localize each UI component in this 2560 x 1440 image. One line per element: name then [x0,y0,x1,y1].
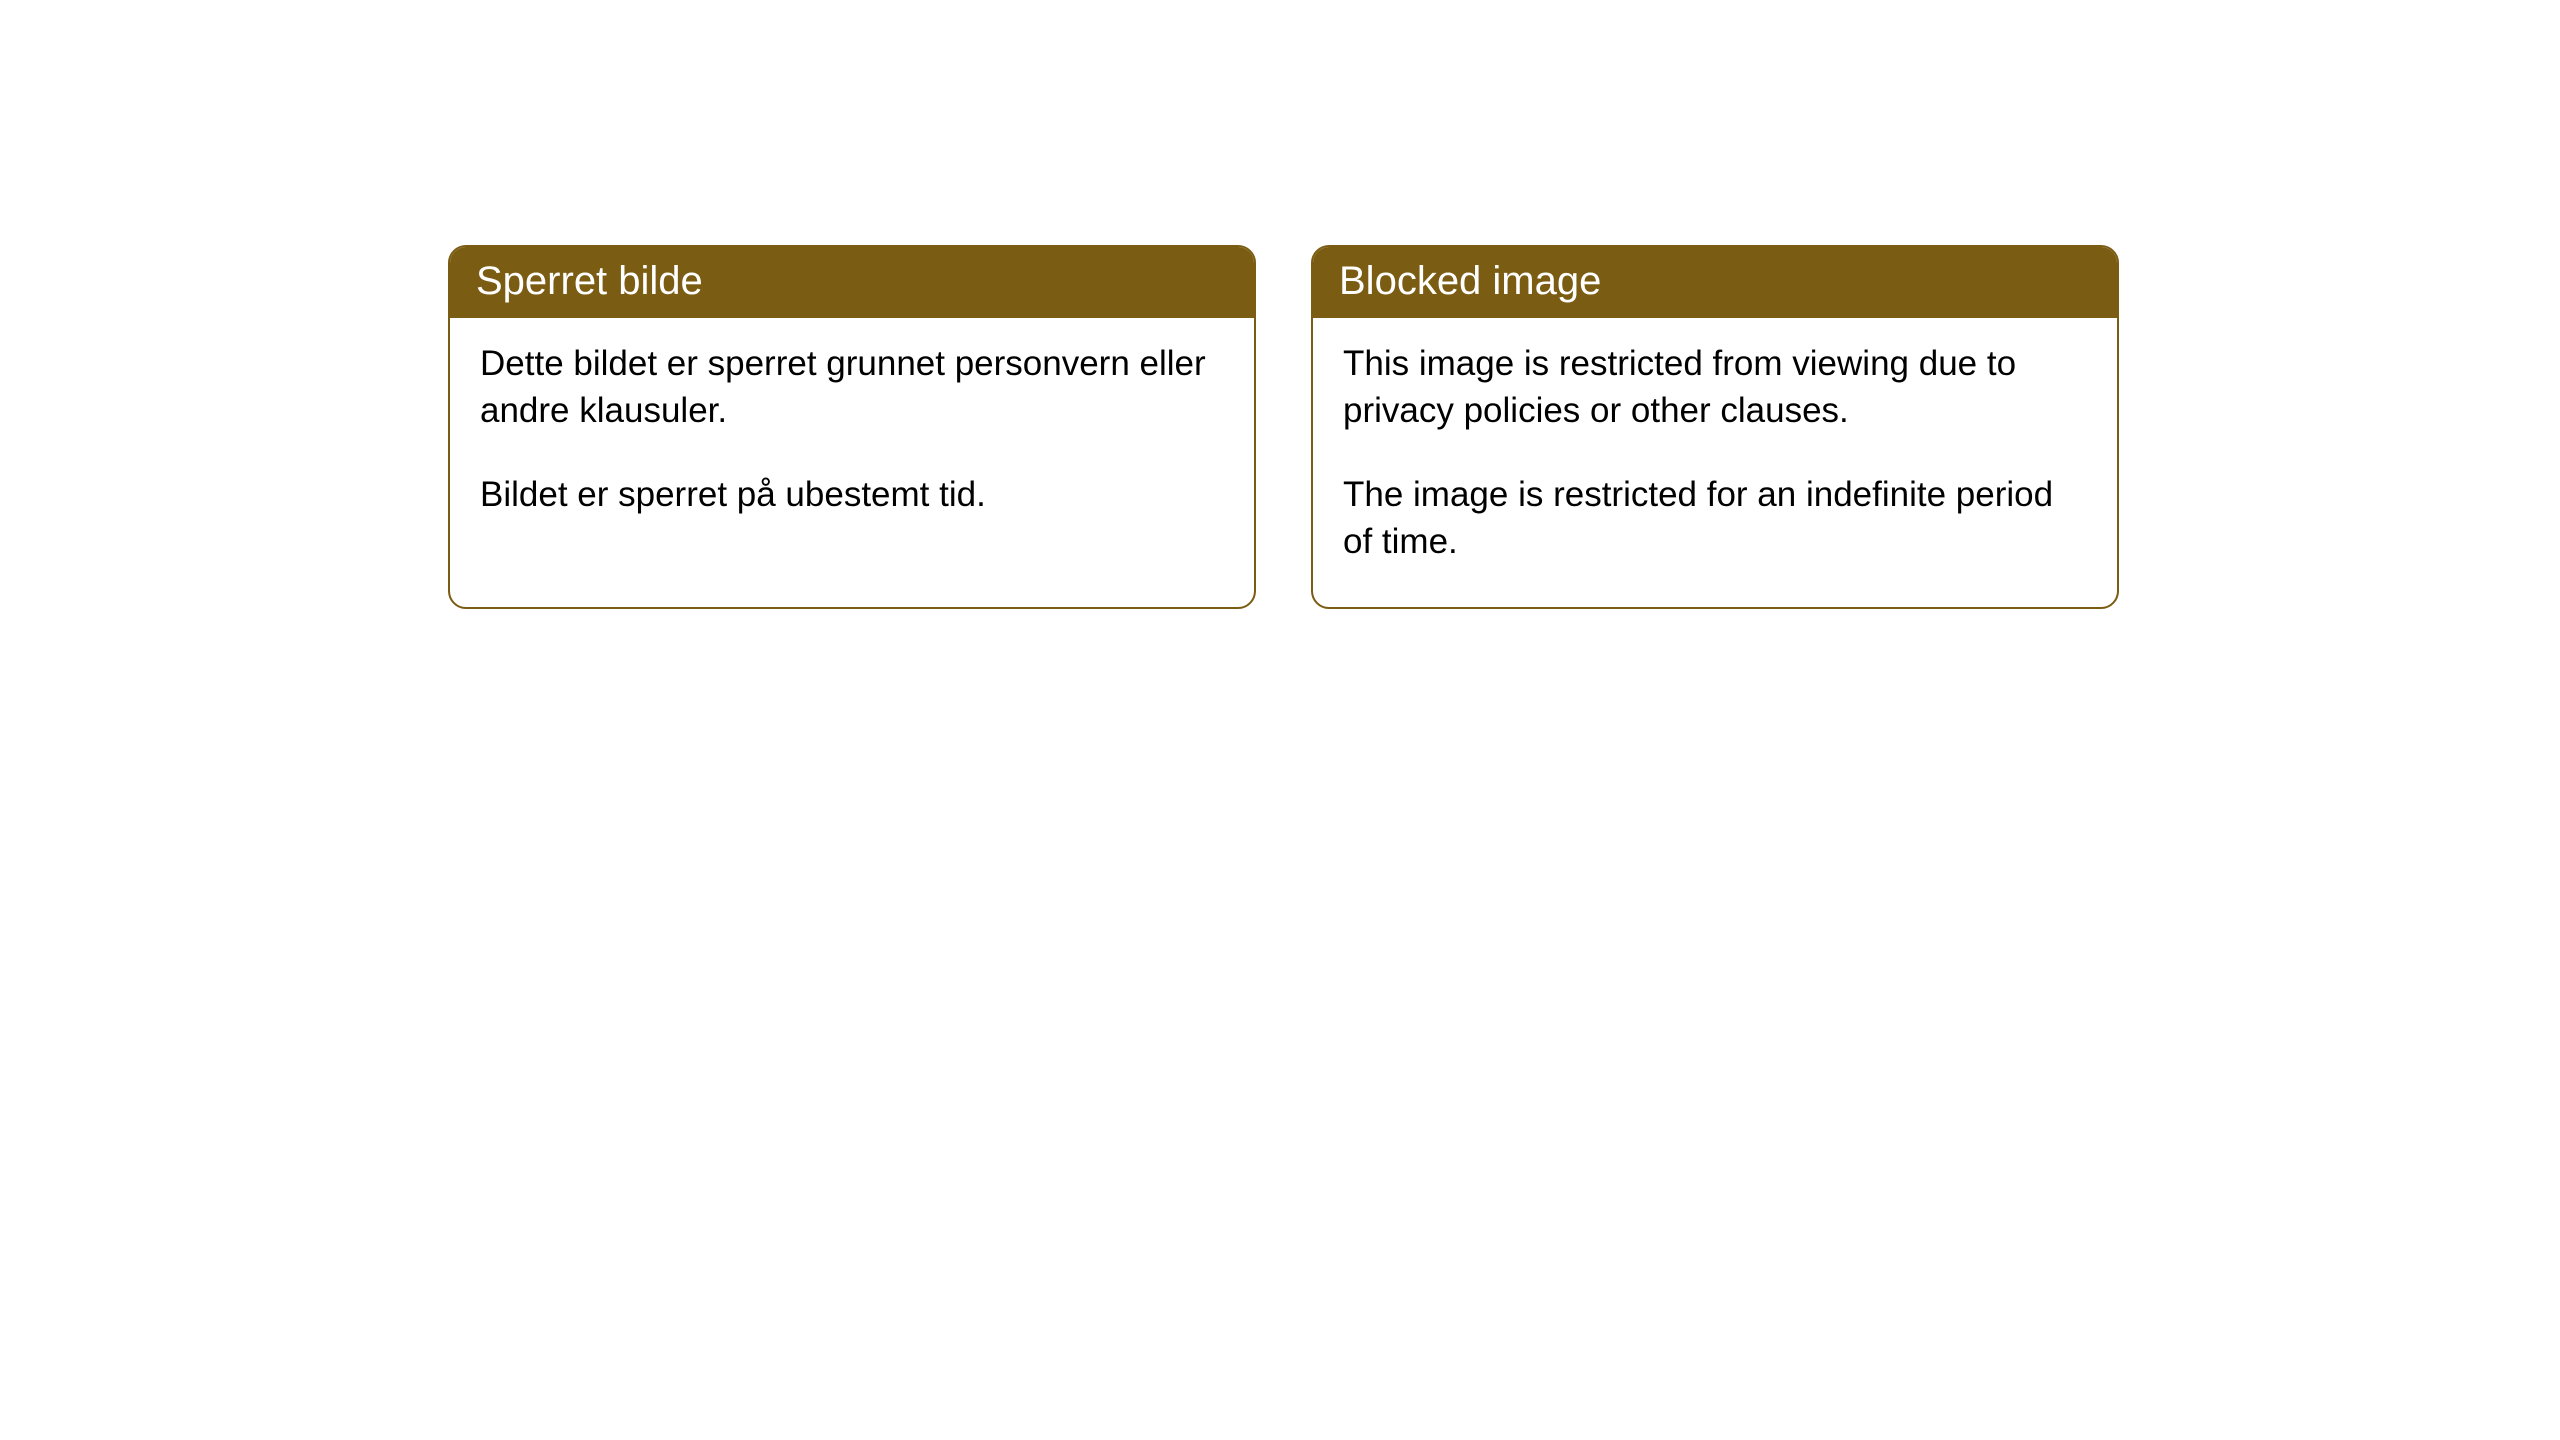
card-paragraph: This image is restricted from viewing du… [1343,340,2087,435]
card-header: Sperret bilde [450,247,1254,318]
card-title: Blocked image [1339,259,1601,303]
card-body: This image is restricted from viewing du… [1313,318,2117,607]
card-paragraph: Bildet er sperret på ubestemt tid. [480,471,1224,518]
notice-cards-container: Sperret bilde Dette bildet er sperret gr… [448,245,2560,609]
card-body: Dette bildet er sperret grunnet personve… [450,318,1254,560]
card-paragraph: The image is restricted for an indefinit… [1343,471,2087,566]
card-header: Blocked image [1313,247,2117,318]
card-title: Sperret bilde [476,259,703,303]
card-paragraph: Dette bildet er sperret grunnet personve… [480,340,1224,435]
notice-card-norwegian: Sperret bilde Dette bildet er sperret gr… [448,245,1256,609]
notice-card-english: Blocked image This image is restricted f… [1311,245,2119,609]
